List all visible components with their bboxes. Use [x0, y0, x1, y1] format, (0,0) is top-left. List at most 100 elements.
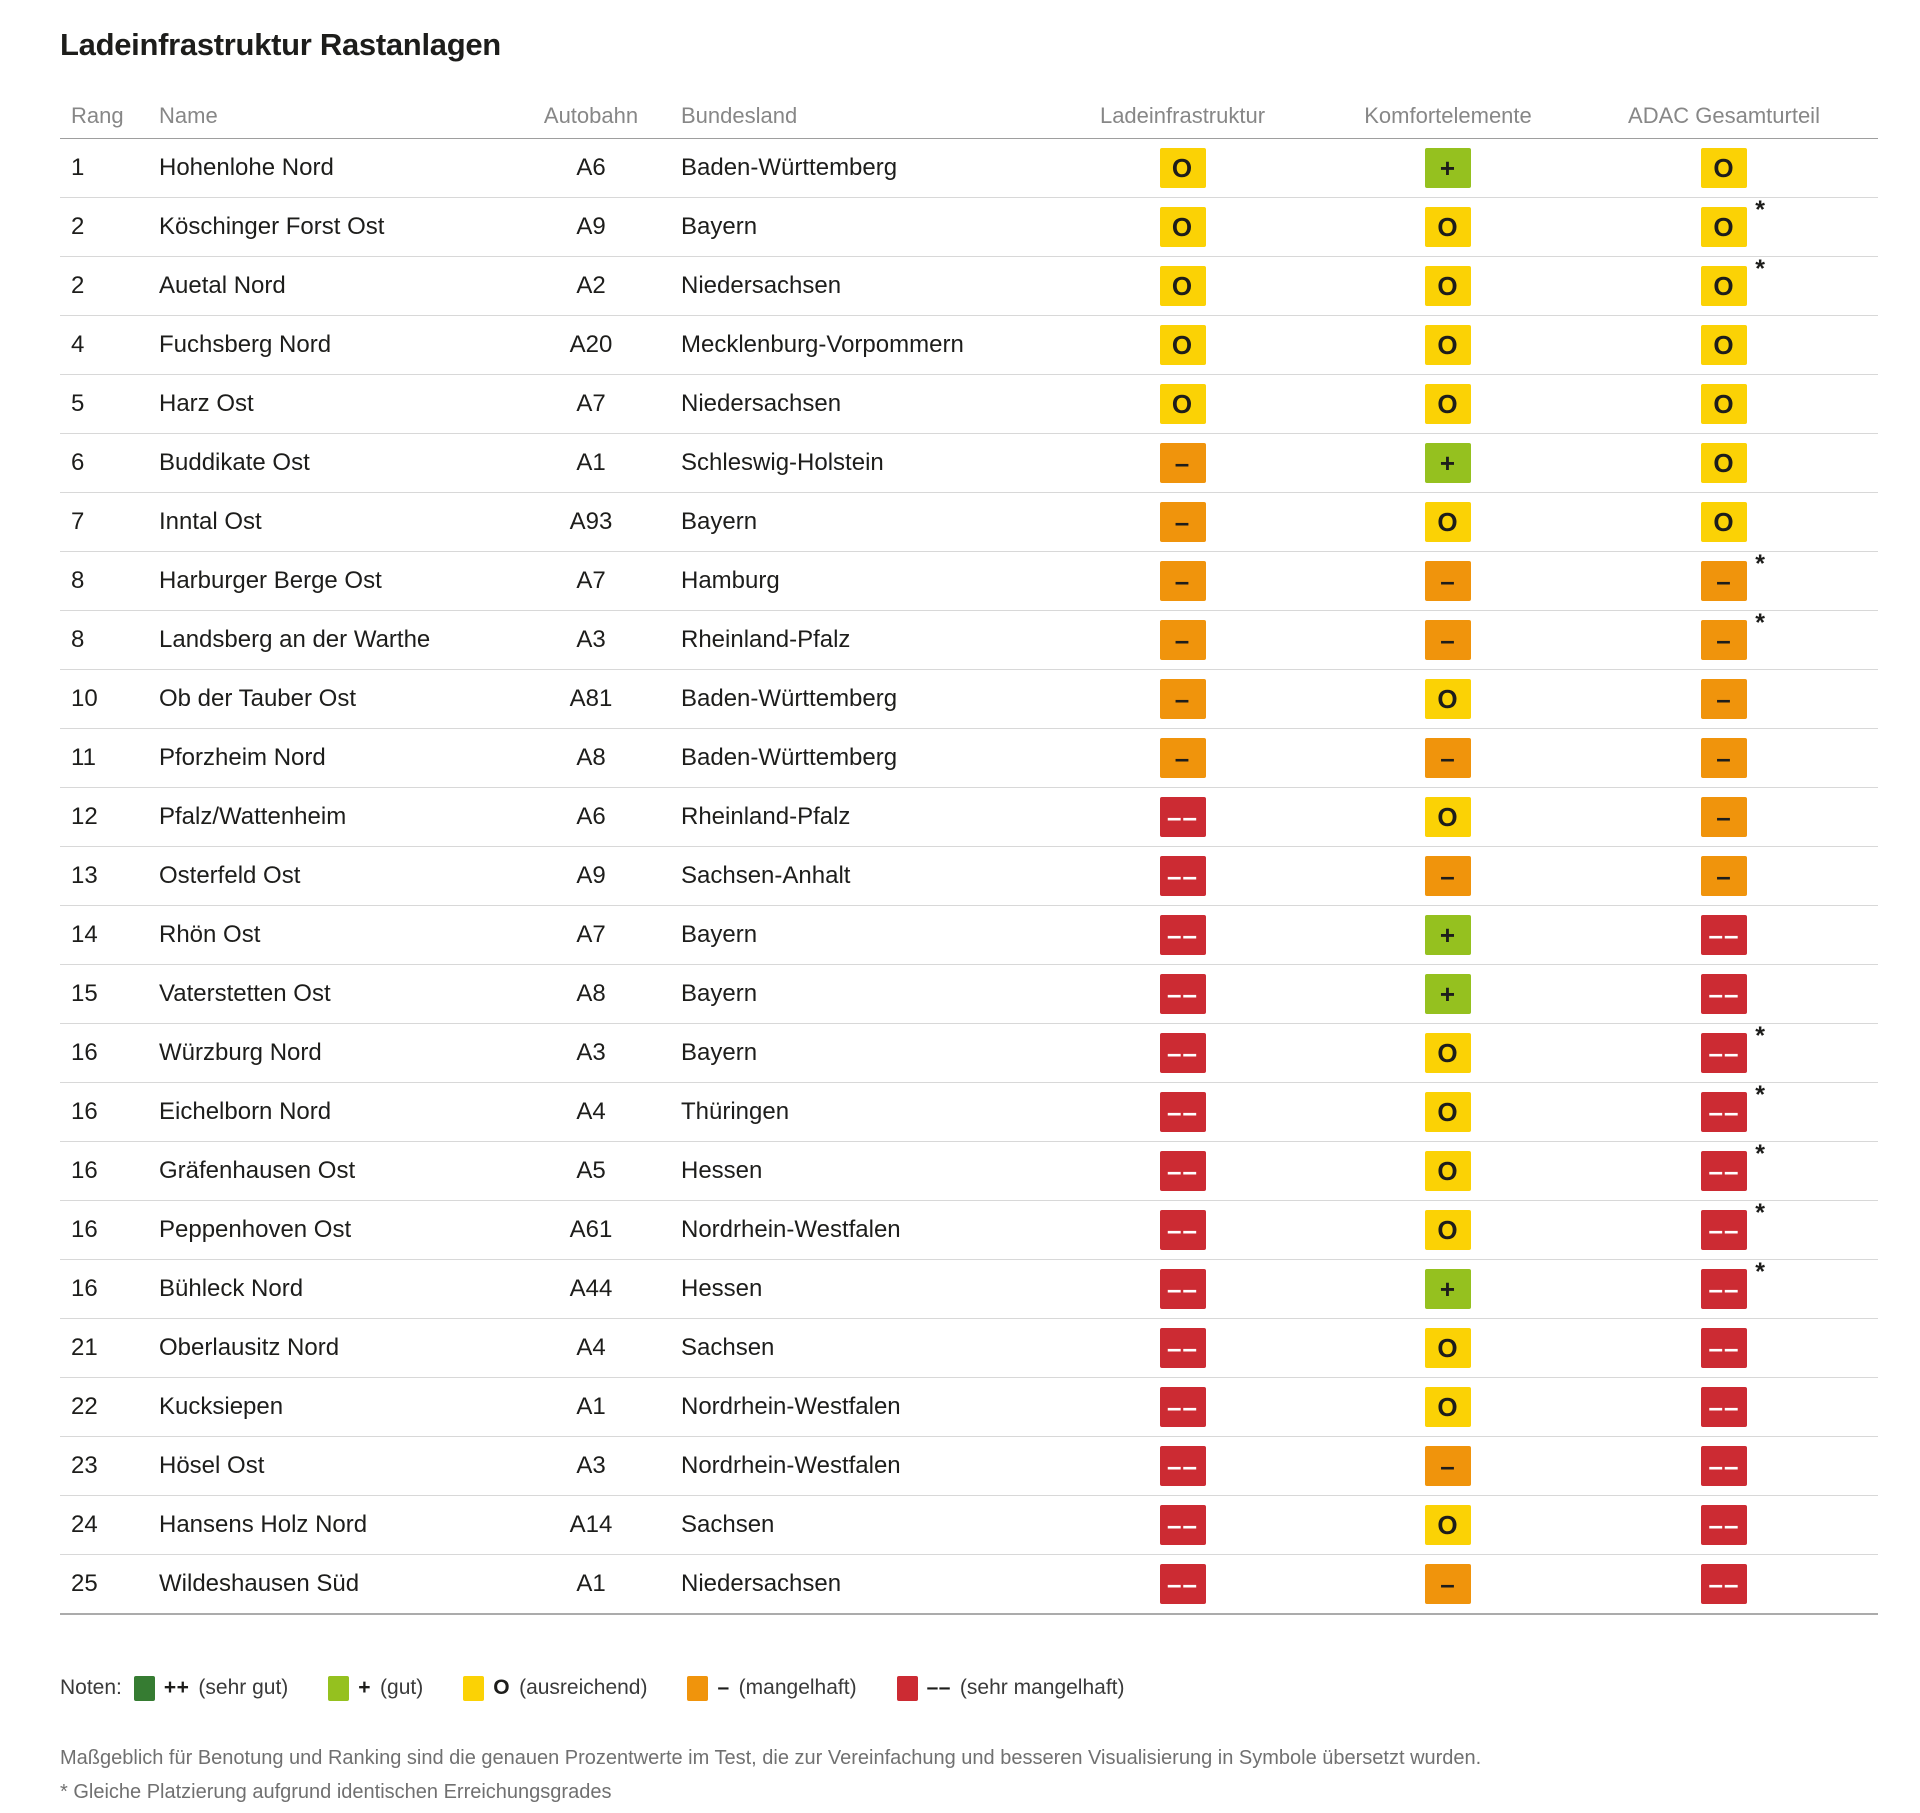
- ladeinfrastruktur-grade-badge: –: [1159, 620, 1206, 660]
- grade-badge-wrap: –: [1425, 738, 1471, 778]
- name-cell: Harz Ost: [159, 389, 254, 417]
- ladeinfrastruktur-cell: –: [1075, 679, 1290, 719]
- rank-cell: 25: [71, 1569, 98, 1597]
- grade-badge-wrap: ––: [1159, 1210, 1206, 1250]
- legend-color-swatch: [133, 1675, 155, 1701]
- grade-badge-wrap: O: [1701, 148, 1747, 188]
- table-header-row: Rang Name Autobahn Bundesland Ladeinfrastruk…: [60, 86, 1878, 139]
- ladeinfrastruktur-cell: O: [1075, 266, 1290, 306]
- bundesland-cell: Bayern: [681, 979, 758, 1007]
- ladeinfrastruktur-grade-badge: ––: [1159, 1387, 1206, 1427]
- grade-badge-wrap: ––: [1159, 974, 1206, 1014]
- gesamturteil-grade-badge: –: [1701, 856, 1747, 896]
- bundesland-cell: Mecklenburg-Vorpommern: [681, 330, 964, 358]
- table-row: 24 Hansens Holz Nord A14 Sachsen –– O ––: [60, 1496, 1878, 1555]
- gesamturteil-cell: O: [1606, 443, 1842, 483]
- gesamturteil-grade-badge: ––: [1701, 974, 1747, 1014]
- name-cell: Köschinger Forst Ost: [159, 212, 385, 240]
- grade-badge-wrap: –: [1701, 738, 1747, 778]
- rank-cell: 8: [71, 566, 85, 594]
- rank-cell: 16: [71, 1215, 98, 1243]
- legend-color-swatch: [463, 1675, 485, 1701]
- grade-badge-wrap: O: [1425, 1328, 1471, 1368]
- grade-badge-wrap: –– *: [1701, 1083, 1765, 1132]
- legend-grade-symbol: ––: [926, 1676, 951, 1699]
- autobahn-cell: A1: [576, 448, 606, 476]
- rank-cell: 16: [71, 1274, 98, 1302]
- komfortelemente-cell: O: [1290, 1092, 1606, 1132]
- name-cell: Pfalz/Wattenheim: [159, 802, 347, 830]
- bundesland-cell: Rheinland-Pfalz: [681, 802, 851, 830]
- bundesland-cell: Schleswig-Holstein: [681, 448, 884, 476]
- grade-legend: Noten: ++ (sehr gut) + (gut) O (ausreich…: [60, 1675, 1878, 1701]
- gesamturteil-cell: O *: [1606, 257, 1842, 306]
- grade-badge-wrap: ––: [1159, 1505, 1206, 1545]
- bundesland-cell: Hessen: [681, 1274, 763, 1302]
- footnote-asterisk: * Gleiche Platzierung aufgrund identisch…: [60, 1781, 612, 1803]
- bundesland-cell: Bayern: [681, 920, 758, 948]
- bundesland-cell: Niedersachsen: [681, 271, 842, 299]
- ladeinfrastruktur-grade-badge: ––: [1159, 915, 1206, 955]
- ladeinfrastruktur-cell: –: [1075, 620, 1290, 660]
- legend-grade-text: (ausreichend): [519, 1676, 648, 1699]
- ladeinfrastruktur-grade-badge: O: [1159, 207, 1206, 247]
- grade-badge-wrap: ––: [1701, 1387, 1747, 1427]
- gesamturteil-cell: –– *: [1606, 1142, 1842, 1191]
- ladeinfrastruktur-grade-badge: ––: [1159, 1564, 1206, 1604]
- name-cell: Hohenlohe Nord: [159, 153, 334, 181]
- grade-badge-wrap: +: [1425, 1269, 1471, 1309]
- komfortelemente-cell: O: [1290, 266, 1606, 306]
- komfortelemente-grade-badge: –: [1425, 561, 1471, 601]
- column-header: ADAC Gesamturteil: [1628, 102, 1820, 128]
- legend-grade-text: (gut): [380, 1676, 424, 1699]
- gesamturteil-cell: –– *: [1606, 1024, 1842, 1073]
- column-header: Name: [159, 102, 218, 128]
- table-row: 2 Köschinger Forst Ost A9 Bayern O O O *: [60, 198, 1878, 257]
- ladeinfrastruktur-cell: ––: [1075, 915, 1290, 955]
- gesamturteil-cell: ––: [1606, 1446, 1842, 1486]
- komfortelemente-grade-badge: +: [1425, 443, 1471, 483]
- grade-badge-wrap: –: [1425, 856, 1471, 896]
- komfortelemente-grade-badge: O: [1425, 266, 1471, 306]
- komfortelemente-cell: –: [1290, 856, 1606, 896]
- bundesland-cell: Baden-Württemberg: [681, 743, 898, 771]
- ladeinfrastruktur-grade-badge: –: [1159, 561, 1206, 601]
- komfortelemente-grade-badge: O: [1425, 797, 1471, 837]
- gesamturteil-grade-badge: ––: [1701, 1446, 1747, 1486]
- name-cell: Oberlausitz Nord: [159, 1333, 340, 1361]
- komfortelemente-grade-badge: O: [1425, 1210, 1471, 1250]
- autobahn-cell: A61: [569, 1215, 613, 1243]
- komfortelemente-grade-badge: O: [1425, 325, 1471, 365]
- grade-badge-wrap: O *: [1701, 198, 1765, 247]
- ladeinfrastruktur-grade-badge: O: [1159, 384, 1206, 424]
- gesamturteil-cell: –: [1606, 679, 1842, 719]
- ladeinfrastruktur-cell: ––: [1075, 974, 1290, 1014]
- autobahn-cell: A44: [569, 1274, 613, 1302]
- komfortelemente-cell: –: [1290, 1564, 1606, 1604]
- grade-badge-wrap: O: [1159, 266, 1206, 306]
- grade-badge-wrap: ––: [1159, 1564, 1206, 1604]
- ladeinfrastruktur-grade-badge: O: [1159, 148, 1206, 188]
- name-cell: Kucksiepen: [159, 1392, 284, 1420]
- legend-item: –– (sehr mangelhaft): [896, 1675, 1125, 1701]
- ladeinfrastruktur-grade-badge: O: [1159, 266, 1206, 306]
- autobahn-cell: A4: [576, 1333, 606, 1361]
- column-header: Bundesland: [681, 102, 798, 128]
- komfortelemente-cell: +: [1290, 915, 1606, 955]
- rank-cell: 10: [71, 684, 98, 712]
- name-cell: Ob der Tauber Ost: [159, 684, 356, 712]
- komfortelemente-grade-badge: O: [1425, 1387, 1471, 1427]
- grade-badge-wrap: O: [1701, 325, 1747, 365]
- rank-cell: 13: [71, 861, 98, 889]
- grade-badge-wrap: –: [1701, 797, 1747, 837]
- komfortelemente-grade-badge: +: [1425, 915, 1471, 955]
- ladeinfrastruktur-cell: ––: [1075, 797, 1290, 837]
- grade-badge-wrap: O: [1425, 1151, 1471, 1191]
- table-row: 5 Harz Ost A7 Niedersachsen O O O: [60, 375, 1878, 434]
- ladeinfrastruktur-grade-badge: –: [1159, 679, 1206, 719]
- komfortelemente-grade-badge: –: [1425, 620, 1471, 660]
- grade-badge-wrap: –: [1159, 443, 1206, 483]
- asterisk-marker: *: [1755, 1258, 1765, 1286]
- rank-cell: 14: [71, 920, 98, 948]
- ladeinfrastruktur-cell: ––: [1075, 1446, 1290, 1486]
